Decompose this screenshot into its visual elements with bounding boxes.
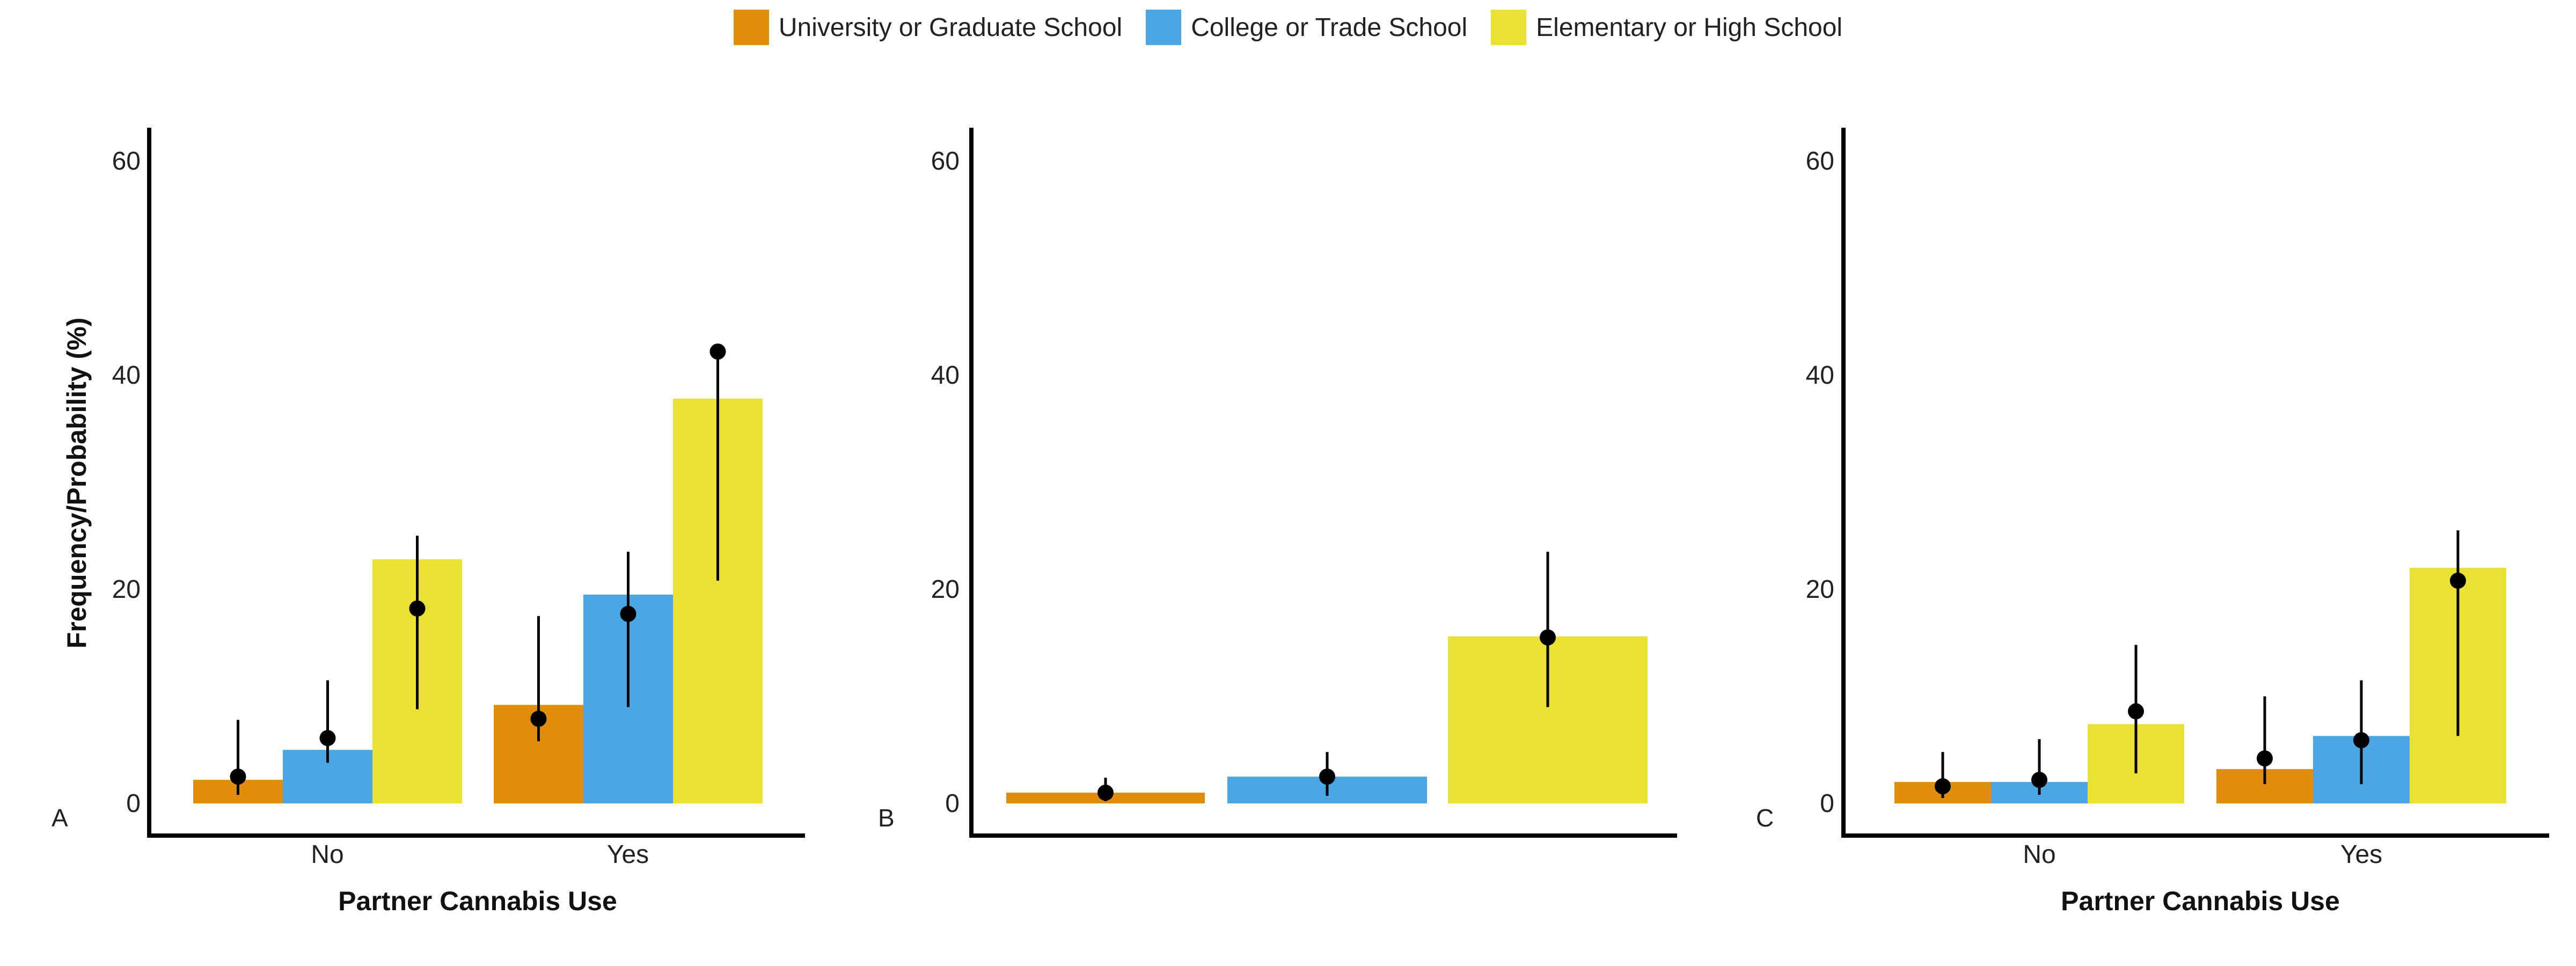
panel-c-y-tick-40: 40 xyxy=(1806,361,1834,390)
panel-b-y-tick-60: 60 xyxy=(931,147,960,175)
panel-c-point-yes-elementary-or-high-school xyxy=(2450,573,2466,589)
panel-b-y-tick-0: 0 xyxy=(945,789,960,818)
panel-a-point-no-university-or-graduate-school xyxy=(230,769,246,785)
panel-c-point-yes-college-or-trade-school xyxy=(2353,732,2369,749)
panel-a-y-axis-title: Frequency/Probability (%) xyxy=(62,318,92,649)
legend-item-college: College or Trade School xyxy=(1146,10,1467,45)
panel-b-point-all-college-or-trade-school xyxy=(1319,769,1335,785)
panel-c-y-tick-60: 60 xyxy=(1806,147,1834,175)
panel-c-point-yes-university-or-graduate-school xyxy=(2257,750,2273,767)
panel-c-y-tick-20: 20 xyxy=(1806,575,1834,604)
panel-c-point-no-elementary-or-high-school xyxy=(2128,703,2144,720)
panel-c-x-axis-title: Partner Cannabis Use xyxy=(2061,886,2340,916)
legend-label-college: College or Trade School xyxy=(1191,13,1468,42)
panel-a-label: A xyxy=(52,804,68,832)
panel-b-y-tick-40: 40 xyxy=(931,361,960,390)
panel-a-y-tick-20: 20 xyxy=(112,575,141,604)
panel-c-y-tick-0: 0 xyxy=(1820,789,1834,818)
legend-item-elementary: Elementary or High School xyxy=(1491,10,1842,45)
panel-a-point-yes-college-or-trade-school xyxy=(620,605,636,622)
panel-a-y-tick-0: 0 xyxy=(126,789,141,818)
panel-a-point-yes-elementary-or-high-school xyxy=(709,343,726,360)
panel-a-x-axis-title: Partner Cannabis Use xyxy=(338,886,617,916)
panel-a-point-yes-university-or-graduate-school xyxy=(530,711,547,727)
panel-a-point-no-college-or-trade-school xyxy=(319,730,336,747)
panel-b-point-all-elementary-or-high-school xyxy=(1540,629,1556,646)
panel-b-point-all-university-or-graduate-school xyxy=(1097,785,1114,801)
panel-a-x-tick-no: No xyxy=(311,840,343,869)
legend-item-university: University or Graduate School xyxy=(733,10,1123,45)
panel-c-x-tick-no: No xyxy=(2023,840,2055,869)
panel-c-x-tick-yes: Yes xyxy=(2340,840,2382,869)
panel-a-x-tick-yes: Yes xyxy=(607,840,649,869)
panel-c-point-no-college-or-trade-school xyxy=(2031,772,2047,788)
legend-swatch-university xyxy=(733,10,769,45)
panel-c-point-no-university-or-graduate-school xyxy=(1935,778,1951,795)
panel-b-y-tick-20: 20 xyxy=(931,575,960,604)
legend-label-elementary: Elementary or High School xyxy=(1536,13,1843,42)
panel-c-label: C xyxy=(1756,804,1774,832)
legend-swatch-elementary xyxy=(1491,10,1527,45)
panel-a-y-tick-40: 40 xyxy=(112,361,141,390)
legend-label-university: University or Graduate School xyxy=(778,13,1123,42)
panel-b-label: B xyxy=(878,804,895,832)
legend-swatch-college xyxy=(1146,10,1182,45)
legend: University or Graduate School College or… xyxy=(0,10,2576,45)
panel-a-y-tick-60: 60 xyxy=(112,147,141,175)
panel-a-point-no-elementary-or-high-school xyxy=(409,600,426,617)
